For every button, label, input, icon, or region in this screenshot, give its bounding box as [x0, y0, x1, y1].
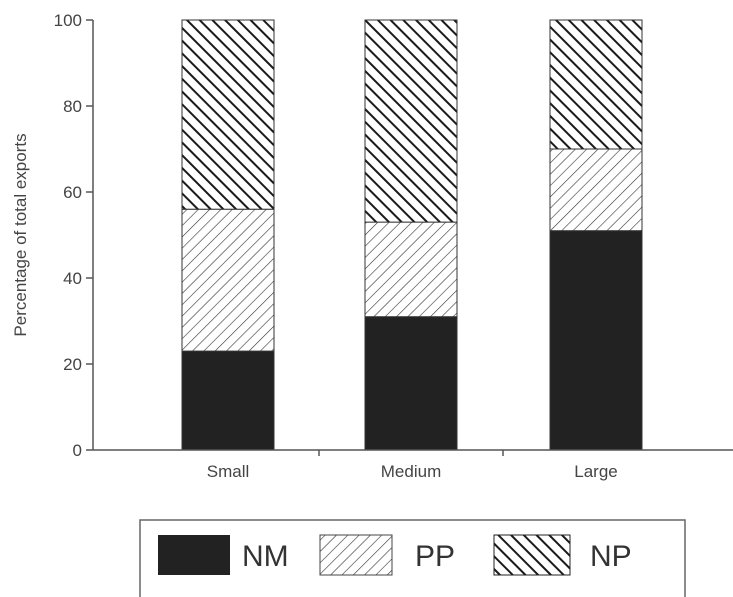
x-tick-label-large: Large [574, 462, 617, 481]
y-ticks-group: 0 20 40 60 80 100 [54, 11, 93, 460]
legend-frame [139, 519, 686, 597]
legend: NM PP NP [139, 519, 686, 597]
legend-swatch-pp [319, 534, 393, 576]
legend-swatch-nm [158, 535, 230, 575]
bar-large-pp [549, 148, 643, 232]
bar-large-nm [549, 230, 643, 451]
legend-swatch-np [493, 534, 571, 576]
bar-large-np [549, 19, 643, 150]
legend-label-nm: NM [242, 540, 289, 573]
x-ticks-group: Small Medium Large [207, 450, 618, 481]
bar-small-pp [181, 208, 275, 352]
x-tick-label-medium: Medium [381, 462, 441, 481]
legend-label-pp: PP [415, 540, 455, 573]
x-tick-label-small: Small [207, 462, 250, 481]
y-tick-label-40: 40 [63, 269, 82, 288]
y-tick-label-0: 0 [73, 441, 82, 460]
bars-group [181, 19, 643, 451]
y-tick-label-80: 80 [63, 97, 82, 116]
bar-small-np [181, 19, 275, 210]
bar-medium-pp [364, 221, 458, 318]
y-tick-label-60: 60 [63, 183, 82, 202]
y-tick-label-20: 20 [63, 355, 82, 374]
y-axis-title: Percentage of total exports [11, 133, 30, 336]
bar-medium-nm [364, 316, 458, 451]
y-tick-label-100: 100 [54, 11, 82, 30]
legend-label-np: NP [590, 540, 632, 573]
bar-medium-np [364, 19, 458, 223]
bar-small-nm [181, 350, 275, 451]
